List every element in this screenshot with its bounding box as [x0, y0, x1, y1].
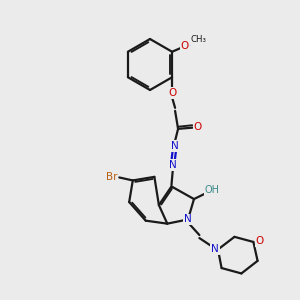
Text: N: N: [211, 244, 219, 254]
Text: N: N: [171, 141, 178, 151]
Text: N: N: [184, 214, 192, 224]
Text: N: N: [169, 160, 177, 170]
Text: Br: Br: [106, 172, 118, 182]
Text: CH₃: CH₃: [191, 35, 207, 44]
Text: O: O: [194, 122, 202, 132]
Text: O: O: [256, 236, 264, 246]
Text: O: O: [168, 88, 176, 98]
Text: O: O: [181, 41, 189, 51]
Text: OH: OH: [205, 185, 220, 195]
